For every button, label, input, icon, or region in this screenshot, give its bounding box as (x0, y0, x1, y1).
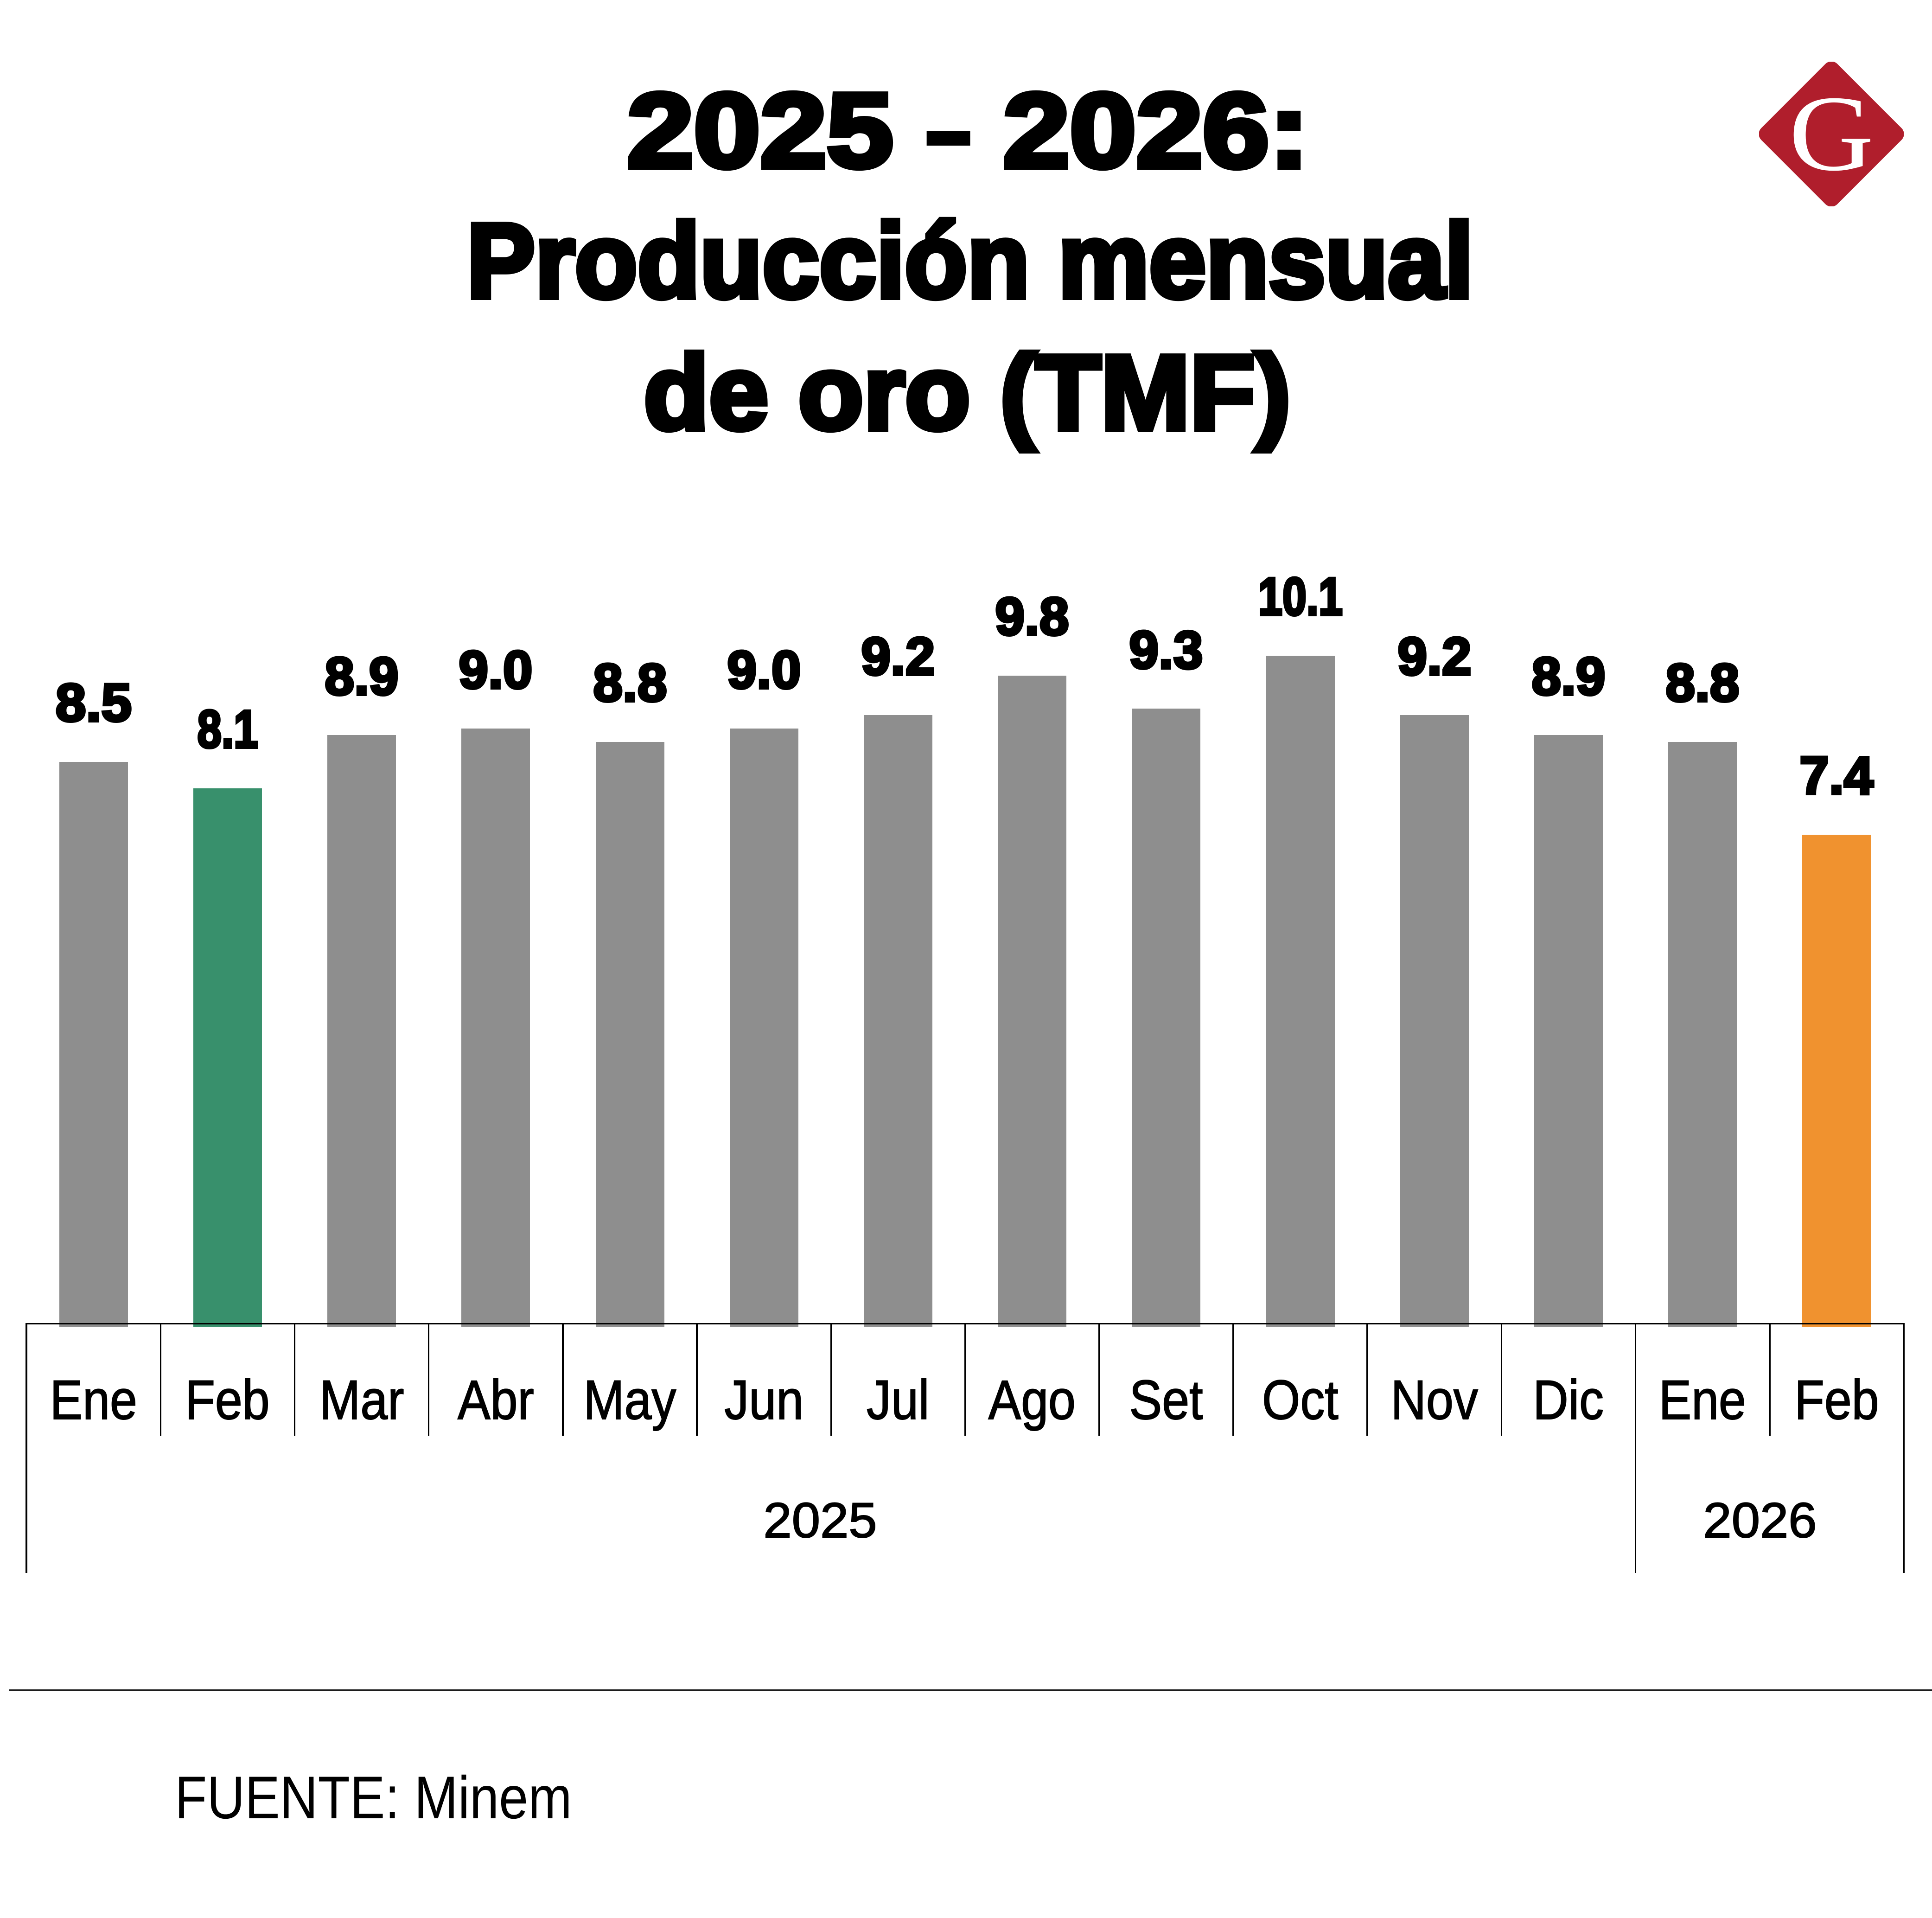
svg-text:G: G (1789, 74, 1874, 193)
